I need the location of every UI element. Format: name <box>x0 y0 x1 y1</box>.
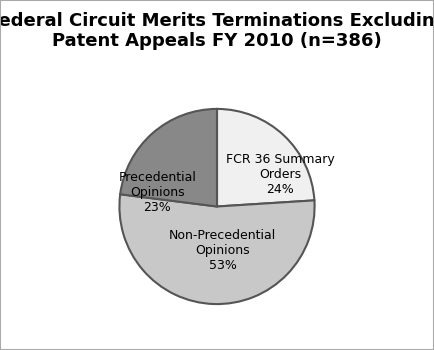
Text: Precedential
Opinions
23%: Precedential Opinions 23% <box>118 171 196 214</box>
Title: Federal Circuit Merits Terminations Excluding
Patent Appeals FY 2010 (n=386): Federal Circuit Merits Terminations Excl… <box>0 12 434 50</box>
Text: Non-Precedential
Opinions
53%: Non-Precedential Opinions 53% <box>169 229 276 272</box>
Wedge shape <box>217 109 314 206</box>
Wedge shape <box>119 194 315 304</box>
Wedge shape <box>120 109 217 206</box>
Text: FCR 36 Summary
Orders
24%: FCR 36 Summary Orders 24% <box>226 153 335 196</box>
